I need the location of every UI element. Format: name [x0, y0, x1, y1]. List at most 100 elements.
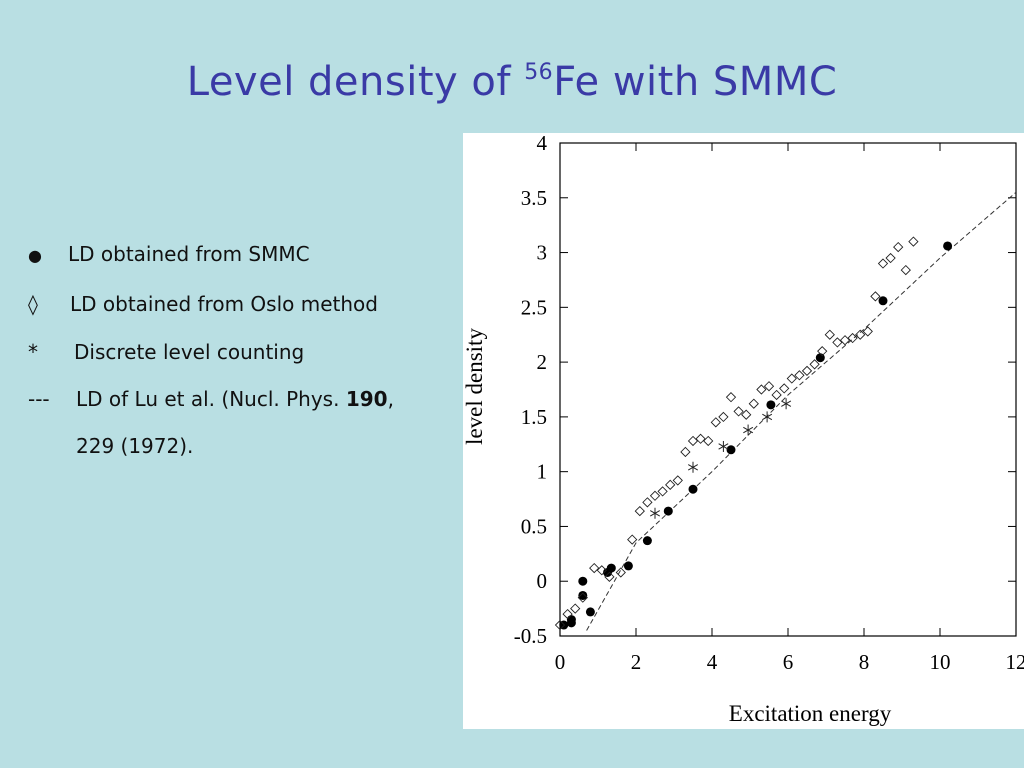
oslo-point: [855, 329, 866, 340]
oslo-point: [748, 398, 759, 409]
oslo-point: [570, 603, 581, 614]
x-tick-label: 4: [707, 650, 718, 674]
smmc-point: [585, 607, 595, 617]
level-density-chart: 0 2 4 6 8 10 12 -0.5 0 0.5 1 1.5 2 2.5 3 3.5 4 Excitatio…: [463, 133, 1024, 726]
oslo-point: [817, 346, 828, 357]
oslo-point: [900, 264, 911, 276]
discrete-point: [781, 398, 792, 410]
oslo-point: [718, 411, 729, 423]
smmc-point: [766, 400, 776, 410]
discrete-point: [718, 440, 729, 452]
y-tick-label: 4: [537, 133, 548, 155]
y-tick-label: -0.5: [514, 624, 547, 648]
y-axis-title: level density: [463, 328, 487, 445]
oslo-point: [877, 258, 889, 269]
oslo-point: [703, 435, 714, 447]
discrete-point: [687, 461, 699, 473]
title-superscript: 56: [524, 60, 554, 85]
discrete-point: [762, 411, 773, 423]
y-tick-label: 2: [537, 350, 548, 374]
oslo-point: [741, 409, 752, 420]
x-tick-label: 0: [555, 650, 566, 674]
legend-label-lu-continuation: 229 (1972).: [76, 434, 194, 458]
oslo-point: [763, 381, 775, 392]
oslo-point: [615, 567, 626, 578]
discrete-point: [743, 424, 754, 436]
oslo-point: [771, 389, 782, 401]
slide-title: Level density of 56Fe with SMMC: [0, 56, 1024, 115]
filled-circle-icon: ●: [28, 246, 42, 265]
smmc-point: [663, 506, 673, 516]
smmc-point: [688, 484, 698, 494]
legend-item-lu: --- LD of Lu et al. (Nucl. Phys. 190,: [28, 385, 394, 413]
smmc-point: [642, 536, 652, 546]
x-tick-label: 6: [783, 650, 794, 674]
smmc-point: [606, 563, 616, 573]
oslo-point: [786, 373, 797, 384]
smmc-point: [878, 296, 888, 306]
legend-label-discrete: Discrete level counting: [74, 340, 305, 364]
title-prefix: Level density of: [186, 59, 525, 105]
oslo-point: [733, 406, 744, 417]
x-tick-label: 10: [930, 650, 951, 674]
oslo-point: [801, 365, 813, 377]
oslo-point: [893, 241, 904, 253]
legend-item-oslo: ◊ LD obtained from Oslo method: [28, 290, 378, 318]
legend-label-lu-before: LD of Lu et al. (Nucl. Phys.: [76, 387, 346, 411]
oslo-point: [832, 337, 843, 348]
oslo-point: [779, 383, 790, 394]
oslo-point: [847, 332, 858, 344]
oslo-point: [824, 329, 835, 340]
chart-panel: 0 2 4 6 8 10 12 -0.5 0 0.5 1 1.5 2 2.5 3 3.5 4 Excitatio…: [463, 133, 1024, 729]
oslo-point: [657, 486, 668, 497]
smmc-point: [566, 615, 576, 625]
oslo-point: [649, 490, 661, 501]
diamond-icon: ◊: [28, 292, 38, 316]
oslo-point: [577, 592, 588, 603]
x-axis-title: Excitation energy: [729, 701, 892, 726]
y-tick-label: 1.5: [521, 405, 547, 429]
legend-label-smmc: LD obtained from SMMC: [68, 242, 310, 266]
legend-item-smmc: ● LD obtained from SMMC: [28, 240, 310, 270]
oslo-point: [908, 236, 919, 247]
y-tick-label: 0.5: [521, 514, 547, 538]
discrete-point: [649, 507, 661, 519]
oslo-point: [627, 534, 638, 545]
series-layer: [554, 191, 1016, 631]
oslo-point: [589, 562, 600, 574]
oslo-point: [680, 446, 691, 458]
legend-item-discrete: * Discrete level counting: [28, 338, 304, 366]
x-tick-label: 12: [1006, 650, 1024, 674]
oslo-point: [562, 608, 573, 620]
oslo-point: [885, 252, 896, 264]
oslo-point: [695, 433, 706, 444]
smmc-point: [559, 620, 569, 630]
y-tick-label: 2.5: [521, 295, 547, 319]
smmc-point: [578, 576, 588, 586]
axes-layer: 0 2 4 6 8 10 12 -0.5 0 0.5 1 1.5 2 2.5 3 3.5 4: [514, 133, 1024, 674]
legend-label-lu-volume: 190: [345, 387, 388, 411]
y-tick-label: 3: [537, 241, 548, 265]
smmc-point: [623, 561, 633, 571]
title-suffix: Fe with SMMC: [553, 59, 838, 105]
oslo-point: [642, 497, 653, 508]
smmc-point: [943, 241, 953, 251]
x-tick-label: 8: [859, 650, 870, 674]
y-tick-label: 0: [537, 569, 548, 593]
oslo-point: [794, 370, 805, 381]
oslo-point: [596, 565, 607, 576]
lu-fit-line: [586, 191, 1016, 631]
oslo-point: [634, 505, 645, 517]
oslo-point: [862, 326, 873, 337]
oslo-point: [725, 392, 737, 403]
smmc-point: [726, 445, 736, 455]
x-tick-label: 2: [631, 650, 642, 674]
y-tick-label: 1: [537, 460, 548, 484]
oslo-point: [756, 384, 767, 395]
smmc-point: [578, 590, 588, 600]
oslo-point: [710, 417, 721, 428]
legend-label-lu-after: ,: [387, 387, 394, 411]
y-tick-label: 3.5: [521, 186, 547, 210]
oslo-point: [554, 619, 566, 631]
legend-label-oslo: LD obtained from Oslo method: [70, 292, 378, 316]
